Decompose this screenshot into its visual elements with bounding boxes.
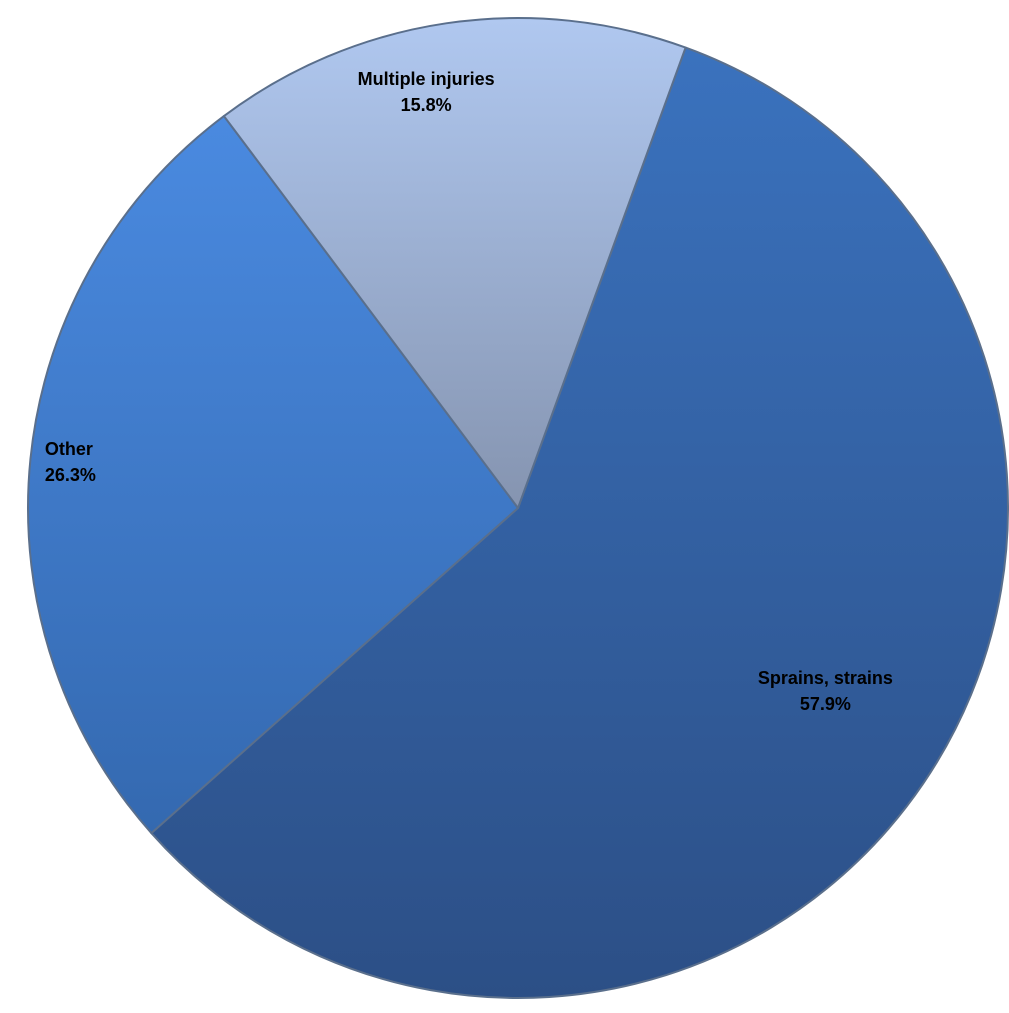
pie-slice-sprains-strains [150,46,1009,999]
pie-slice-other [27,115,519,835]
slice-label: Other [45,439,93,459]
slice-value-label: 57.9% [800,694,851,714]
slice-label: Multiple injuries [358,69,495,89]
slice-value-label: 26.3% [45,465,96,485]
pie-slice-multiple-injuries [222,17,687,509]
slice-value-label: 15.8% [401,95,452,115]
slice-label: Sprains, strains [758,668,893,688]
